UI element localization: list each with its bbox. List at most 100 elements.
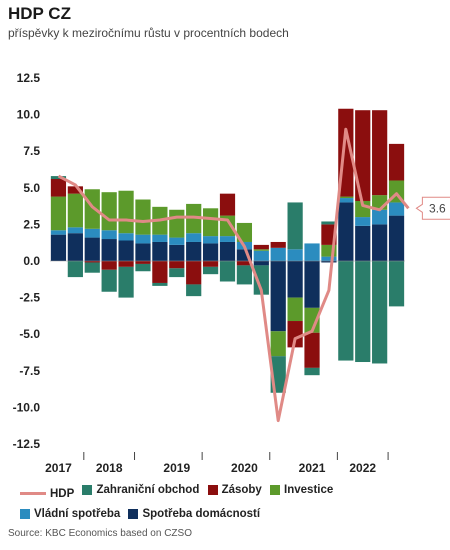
bar-zahranicni — [338, 261, 354, 361]
legend-label-investice: Investice — [284, 484, 334, 496]
legend-swatch-vladni — [20, 508, 30, 519]
bar-vladni — [186, 233, 202, 242]
legend-swatch-investice — [270, 485, 281, 495]
bar-zahranicni — [236, 265, 253, 285]
bar-zahranicni — [287, 202, 303, 250]
bar-zasoby — [388, 143, 405, 181]
bar-investice — [67, 193, 83, 228]
bar-zasoby — [101, 261, 117, 270]
bar-domacnosti — [67, 233, 83, 261]
y-tick-label: 5.0 — [23, 181, 40, 195]
bar-zasoby — [169, 261, 185, 269]
end-value-label: 3.6 — [415, 196, 450, 220]
bar-zasoby — [135, 261, 151, 264]
bar-domacnosti — [287, 261, 303, 298]
y-tick-label: 7.5 — [23, 144, 40, 158]
bar-domacnosti — [202, 243, 219, 261]
y-tick-label: 10.0 — [17, 108, 41, 122]
bar-investice — [101, 192, 117, 231]
y-tick-label: 2.5 — [23, 217, 40, 231]
bar-domacnosti — [338, 202, 354, 261]
bar-zahranicni — [355, 261, 371, 363]
bar-investice — [321, 244, 337, 257]
y-axis: 12.5 10.0 7.5 5.0 2.5 0.0 -2.5 -5.0 -7.5 -10.0 -12… — [13, 71, 41, 451]
bar-domacnosti — [304, 261, 320, 308]
bar-domacnosti — [321, 261, 337, 263]
bar-domacnosti — [118, 240, 134, 261]
bar-domacnosti — [355, 225, 371, 261]
bar-zahranicni — [253, 265, 269, 295]
end-label-text: 3.6 — [429, 201, 446, 215]
bar-vladni — [135, 234, 151, 244]
legend-item-vladni: Vládní spotřeba — [20, 504, 120, 524]
bar-vladni — [287, 249, 303, 261]
bar-zahranicni — [101, 269, 117, 292]
bar-vladni — [50, 230, 67, 235]
x-tick-label: 2022 — [349, 461, 376, 475]
bar-investice — [270, 331, 286, 357]
legend-item-domacnosti: Spotřeba domácností — [128, 504, 260, 524]
y-tick-label: -2.5 — [19, 291, 40, 305]
legend-label-vladni: Vládní spotřeba — [34, 507, 121, 520]
x-tick-label: 2018 — [96, 461, 123, 475]
y-tick-label: -7.5 — [19, 364, 40, 378]
bar-domacnosti — [50, 234, 67, 261]
bar-zasoby — [118, 261, 134, 267]
legend-label-zahranicni: Zahraniční obchod — [96, 484, 200, 496]
bar-zahranicni — [169, 268, 185, 278]
bar-domacnosti — [84, 237, 100, 261]
bar-investice — [253, 249, 269, 251]
bar-zasoby — [287, 321, 303, 348]
x-tick-label: 2020 — [231, 461, 258, 475]
bar-investice — [287, 297, 303, 322]
bar-zahranicni — [304, 367, 320, 376]
bar-zasoby — [355, 110, 371, 201]
bar-investice — [118, 190, 134, 234]
bar-vladni — [67, 227, 83, 234]
bar-zahranicni — [135, 263, 151, 272]
bar-investice — [50, 196, 67, 231]
bar-investice — [169, 209, 185, 238]
bar-zasoby — [219, 193, 236, 216]
x-axis: 2017 2018 2019 2020 2021 2022 — [45, 452, 389, 475]
chart-subtitle: příspěvky k meziročnímu růstu v procentn… — [8, 26, 289, 40]
bar-domacnosti — [219, 241, 236, 261]
chart-title: HDP CZ — [8, 4, 71, 23]
x-tick-label: 2017 — [45, 461, 72, 475]
bar-domacnosti — [169, 244, 185, 261]
bar-investice — [338, 196, 354, 199]
end-label-box — [415, 196, 450, 220]
bar-vladni — [219, 236, 236, 242]
legend-item-investice: Investice — [270, 480, 333, 500]
bar-zasoby — [253, 244, 269, 250]
bar-zahranicni — [152, 282, 168, 286]
bar-vladni — [321, 256, 337, 261]
bar-vladni — [101, 230, 117, 240]
bar-domacnosti — [186, 241, 202, 261]
bar-zahranicni — [84, 262, 100, 273]
source-note: Source: KBC Economics based on CZSO — [8, 528, 192, 539]
y-tick-label: -10.0 — [13, 400, 41, 414]
bar-zasoby — [202, 261, 219, 267]
legend-line-hdp — [20, 492, 46, 495]
bar-zahranicni — [202, 266, 219, 275]
bar-zasoby — [304, 332, 320, 368]
y-tick-label: 12.5 — [17, 71, 41, 85]
bars-layer — [50, 108, 405, 393]
bar-zasoby — [186, 261, 202, 285]
bar-vladni — [372, 209, 388, 225]
x-tick-label: 2021 — [299, 461, 326, 475]
legend-item-zahranicni: Zahraniční obchod — [82, 480, 199, 500]
legend-item-hdp: HDP — [20, 484, 74, 504]
bar-zasoby — [236, 261, 253, 266]
bar-zahranicni — [219, 261, 236, 282]
bar-zasoby — [270, 241, 286, 248]
bar-domacnosti — [101, 239, 117, 261]
bar-domacnosti — [253, 261, 269, 266]
bar-vladni — [118, 233, 134, 241]
legend-label-zasoby: Zásoby — [221, 484, 262, 496]
bar-vladni — [338, 198, 354, 203]
y-tick-label: -5.0 — [19, 327, 40, 341]
bar-zasoby — [372, 110, 388, 196]
bar-investice — [236, 222, 253, 242]
